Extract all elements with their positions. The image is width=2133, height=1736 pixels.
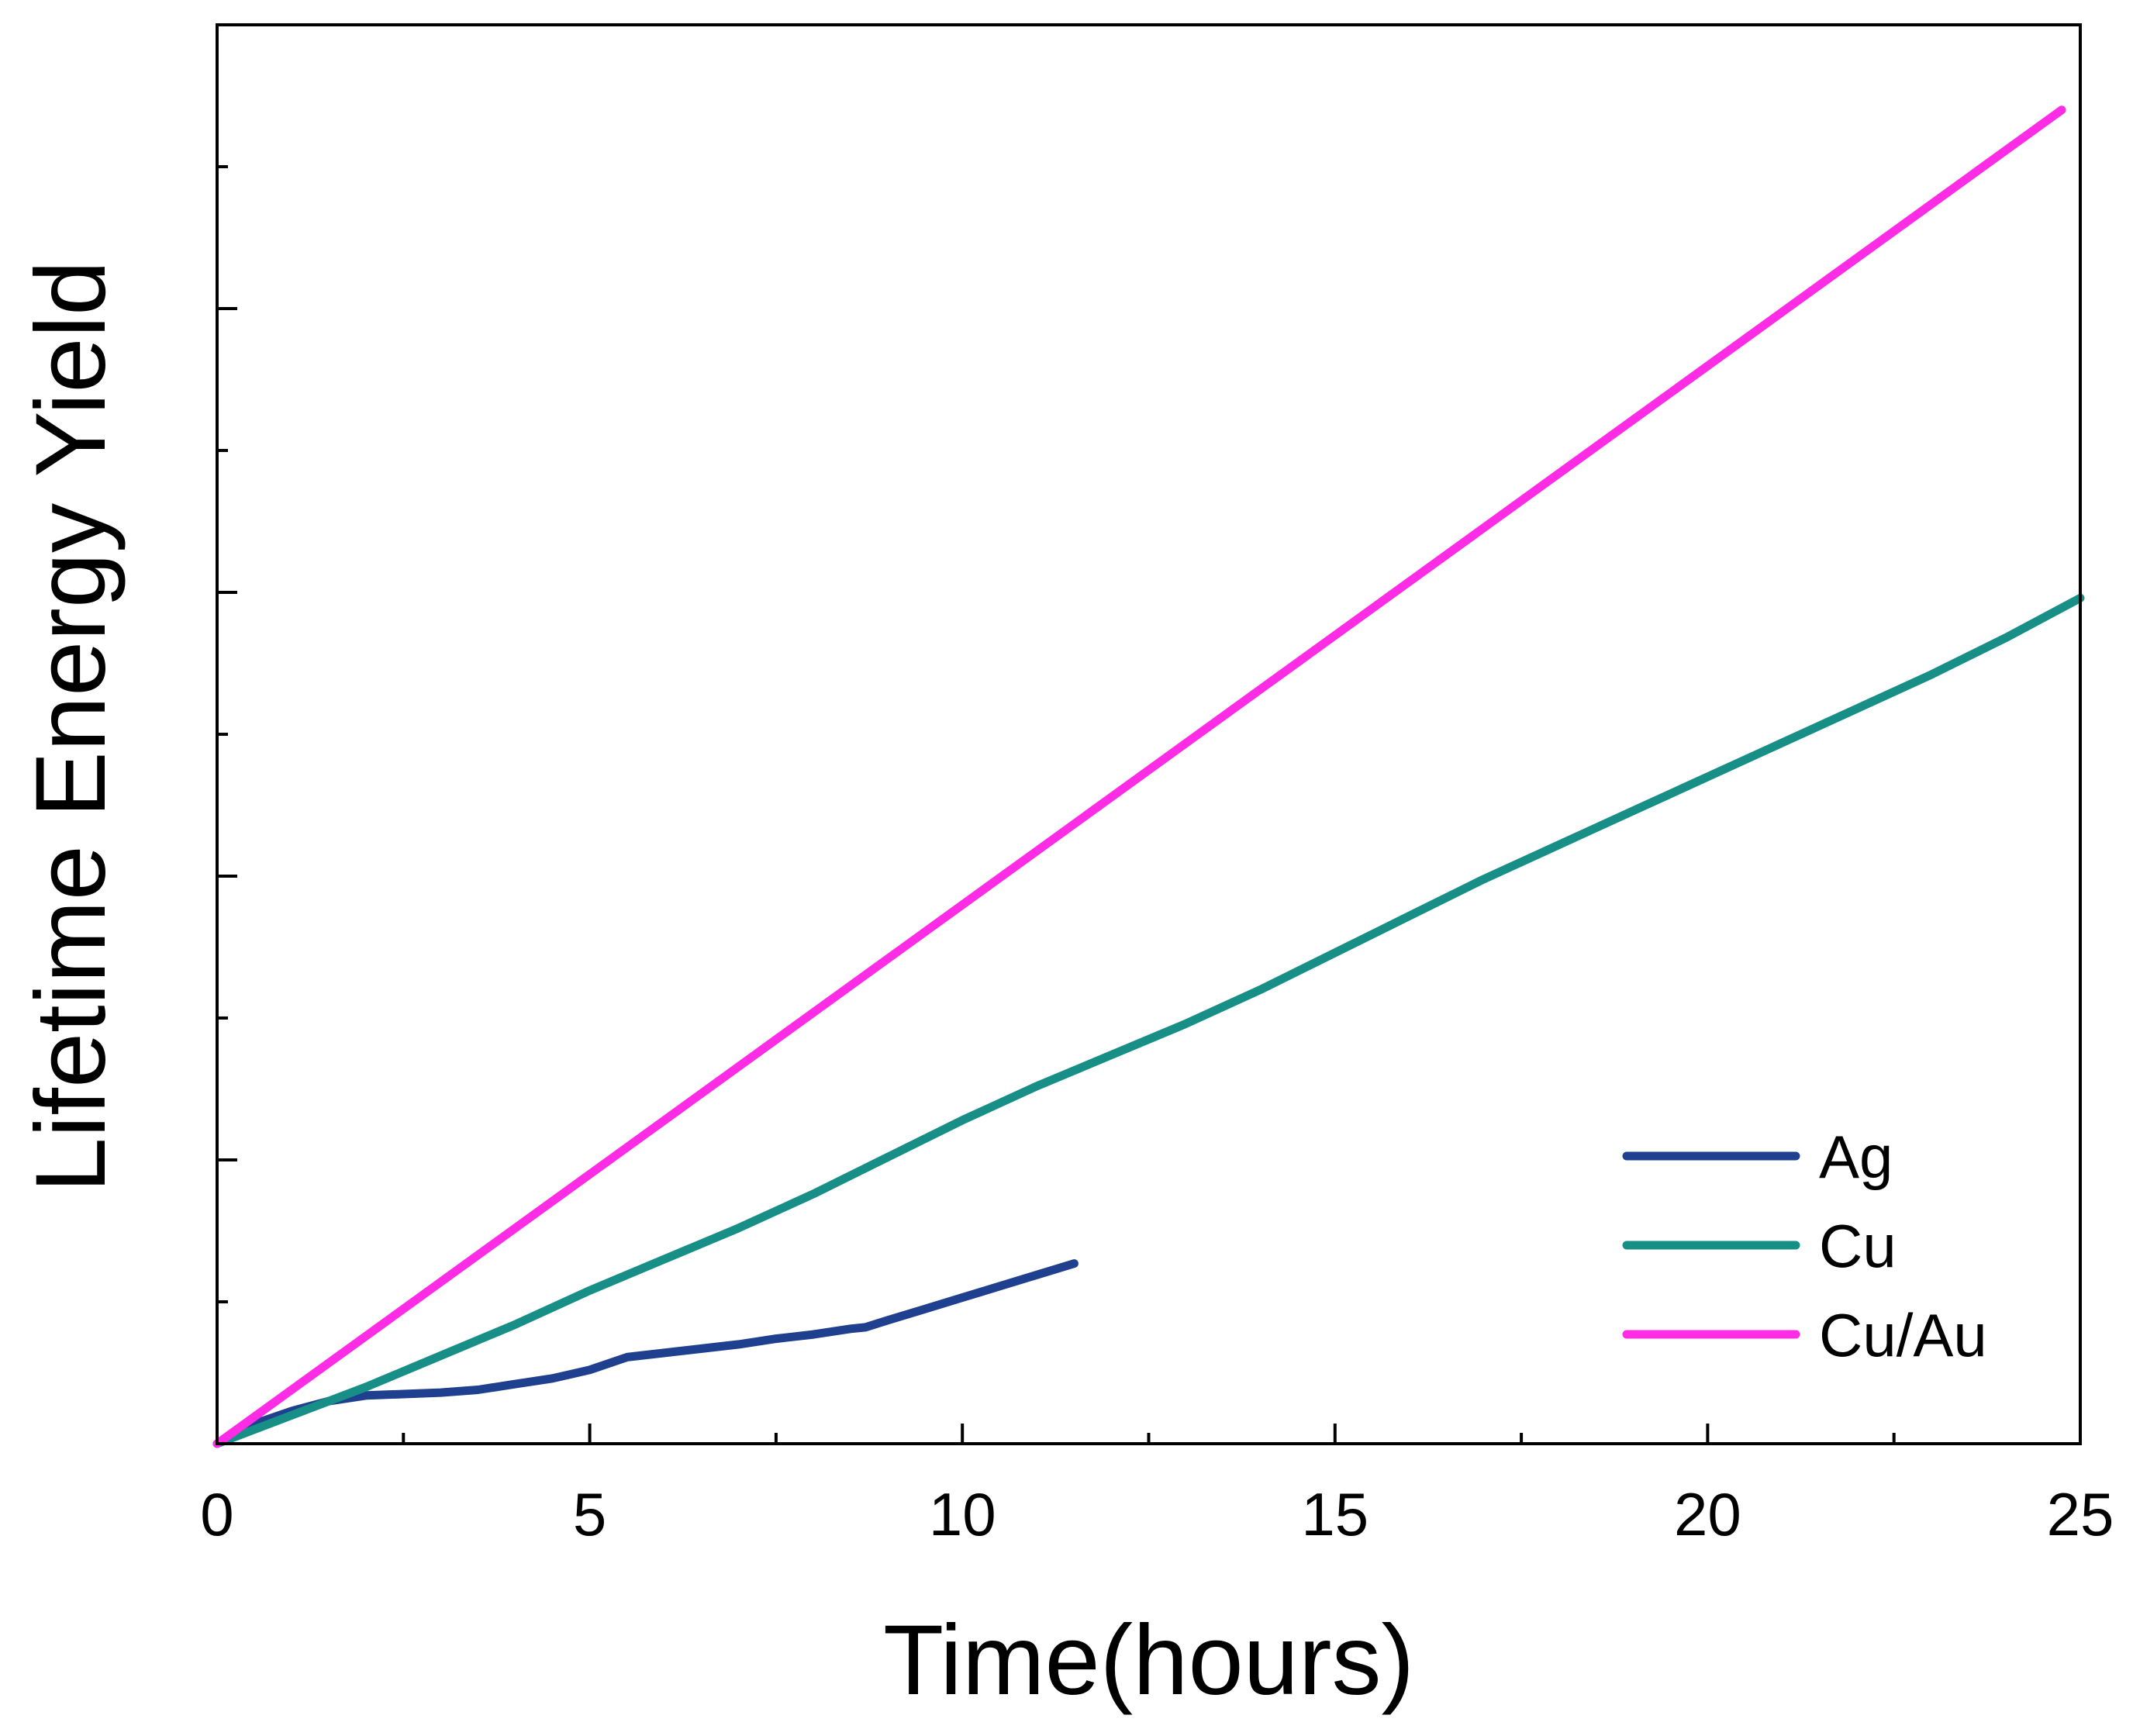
legend-label-cu: Cu bbox=[1819, 1212, 1897, 1280]
legend-label-cu-au: Cu/Au bbox=[1819, 1301, 1987, 1369]
x-tick-label: 20 bbox=[1674, 1480, 1741, 1548]
series-line-ag bbox=[212, 1259, 1079, 1448]
y-axis-title: Lifetime Energy Yield bbox=[16, 261, 126, 1192]
x-tick-label: 0 bbox=[200, 1480, 233, 1548]
legend-label-ag: Ag bbox=[1819, 1123, 1893, 1191]
series-line-cu bbox=[212, 593, 2085, 1448]
series-line-cu-au bbox=[212, 105, 2066, 1448]
x-tick-label: 5 bbox=[573, 1480, 606, 1548]
legend: Ag Cu Cu/Au bbox=[1622, 1123, 1987, 1369]
x-tick-label: 25 bbox=[2047, 1480, 2114, 1548]
x-tick-label: 10 bbox=[929, 1480, 996, 1548]
x-axis-title: Time(hours) bbox=[883, 1605, 1414, 1716]
plot-frame bbox=[216, 23, 2082, 1445]
x-tick-label: 15 bbox=[1301, 1480, 1369, 1548]
